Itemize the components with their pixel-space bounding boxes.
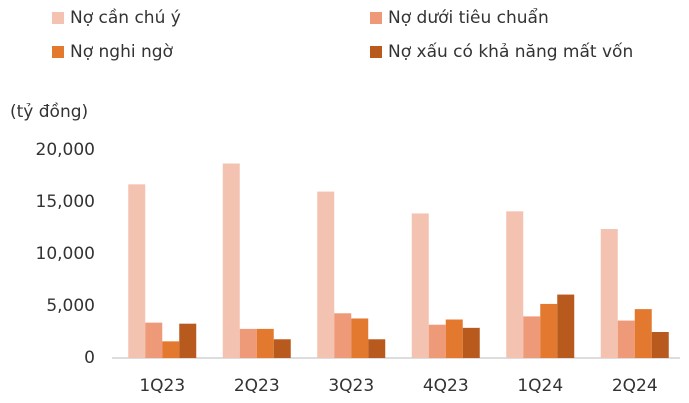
- bar: [256, 328, 274, 358]
- bar: [334, 313, 352, 358]
- y-axis-label: (tỷ đồng): [10, 101, 88, 122]
- bar: [523, 316, 541, 358]
- bar: [179, 323, 197, 358]
- legend-swatch: [370, 46, 382, 58]
- bar: [462, 327, 480, 358]
- bar: [557, 294, 575, 358]
- legend-label: Nợ cần chú ý: [70, 7, 181, 28]
- bar: [273, 339, 291, 358]
- bar: [145, 322, 163, 358]
- bar: [428, 324, 446, 358]
- bar: [317, 191, 335, 358]
- legend-swatch: [52, 46, 64, 58]
- legend-swatch: [370, 12, 382, 24]
- legend-label: Nợ dưới tiêu chuẩn: [388, 7, 549, 28]
- bar: [617, 320, 635, 358]
- x-tick-label: 1Q24: [517, 376, 563, 396]
- y-tick-label: 0: [84, 348, 95, 368]
- bar: [411, 213, 429, 358]
- x-tick-label: 3Q23: [328, 376, 374, 396]
- y-tick-label: 5,000: [46, 296, 95, 316]
- y-tick-label: 15,000: [36, 192, 95, 212]
- legend-label: Nợ nghi ngờ: [70, 42, 174, 62]
- legend-label: Nợ xấu có khả năng mất vốn: [388, 41, 633, 62]
- x-tick-label: 2Q23: [234, 376, 280, 396]
- bar: [162, 341, 180, 358]
- bar: [634, 309, 652, 358]
- y-tick-label: 20,000: [36, 140, 95, 160]
- bar: [540, 303, 558, 358]
- x-tick-label: 4Q23: [423, 376, 469, 396]
- legend-swatch: [52, 12, 64, 24]
- bar: [506, 211, 524, 358]
- bar: [351, 318, 369, 358]
- bar: [368, 339, 386, 358]
- bar: [128, 184, 146, 358]
- bar: [600, 229, 618, 358]
- bar: [651, 332, 669, 358]
- y-tick-label: 10,000: [36, 244, 95, 264]
- bar: [445, 319, 463, 358]
- x-tick-label: 2Q24: [612, 376, 658, 396]
- bar: [239, 328, 257, 358]
- x-tick-label: 1Q23: [139, 376, 185, 396]
- bar: [222, 163, 240, 358]
